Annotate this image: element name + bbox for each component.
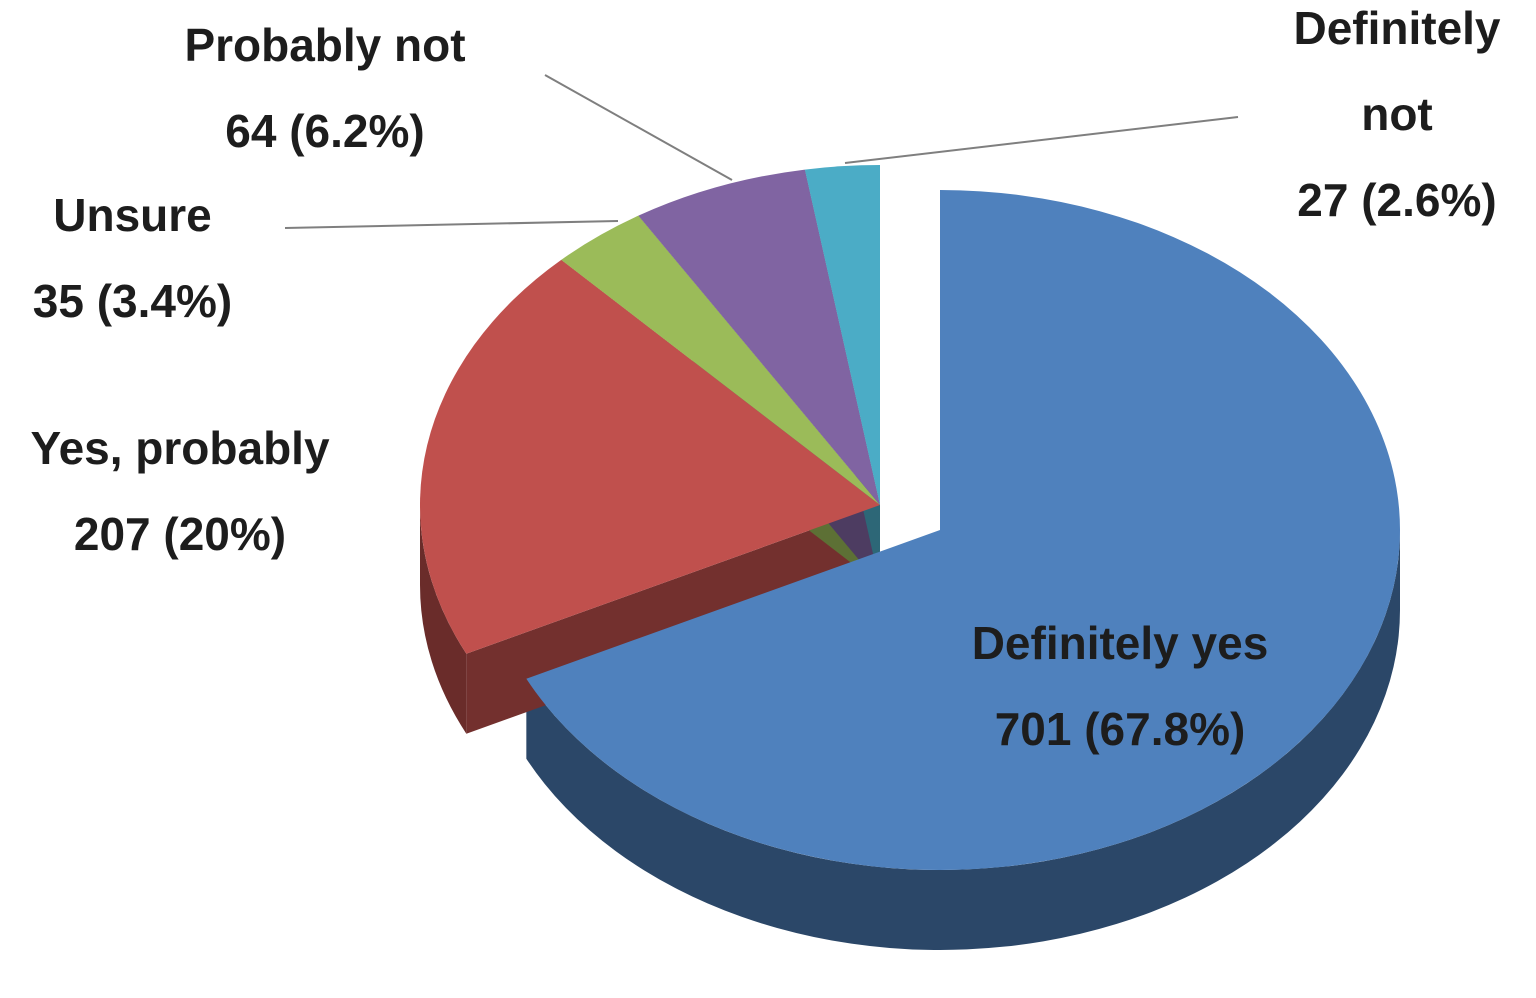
slice-value: 27 (2.6%) <box>1297 174 1497 226</box>
leader-line <box>844 116 1239 164</box>
slice-name: Unsure <box>53 189 212 241</box>
leader-line <box>544 74 733 181</box>
leader-line <box>284 220 619 229</box>
slice-label: Yes, probably 207 (20%) <box>0 405 360 577</box>
slice-side <box>420 505 467 734</box>
pie-tops <box>419 165 1400 870</box>
slice-side <box>526 530 1400 950</box>
slice-label: Probably not 64 (6.2%) <box>140 2 510 174</box>
slice-name: Yes, probably <box>30 422 330 474</box>
slice-name: Definitely yes <box>971 617 1269 669</box>
pie-slice <box>804 165 880 505</box>
pie-slice <box>561 215 880 505</box>
slice-value: 207 (20%) <box>73 508 287 560</box>
slice-name: Definitely not <box>1293 2 1501 140</box>
slice-label: Definitely not 27 (2.6%) <box>1262 0 1532 243</box>
pie-slice <box>419 259 880 654</box>
slice-value: 64 (6.2%) <box>225 105 425 157</box>
pie-slice <box>526 190 1400 870</box>
slice-value: 35 (3.4%) <box>32 275 233 327</box>
pie-slice <box>638 169 880 505</box>
slice-label: Definitely yes 701 (67.8%) <box>880 600 1360 772</box>
slice-value: 701 (67.8%) <box>994 703 1246 755</box>
slice-name: Probably not <box>184 19 466 71</box>
slice-label: Unsure 35 (3.4%) <box>0 172 265 344</box>
